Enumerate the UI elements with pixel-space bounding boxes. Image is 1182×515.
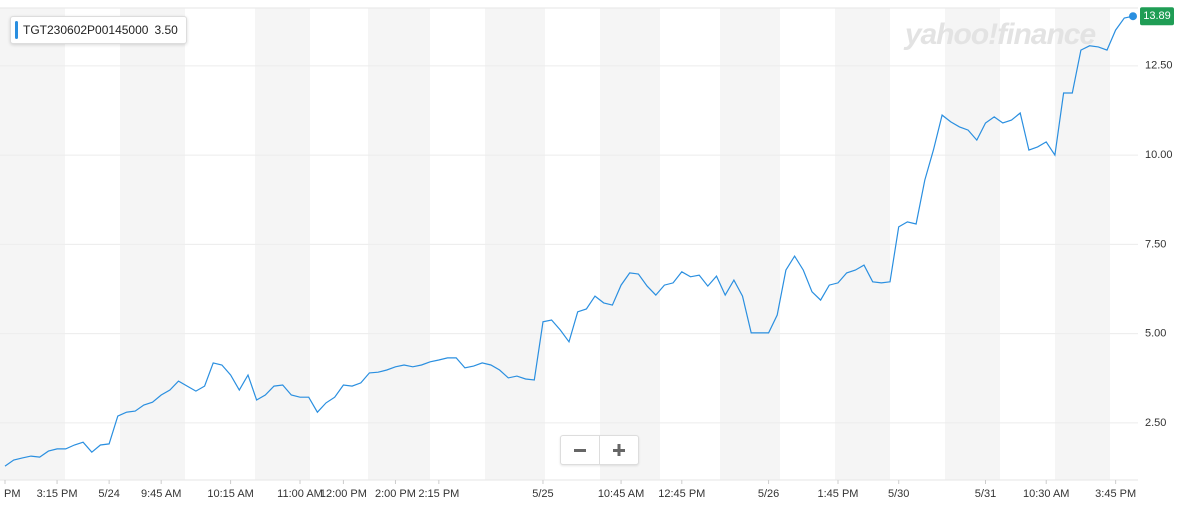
price-line [4,15,1134,467]
x-tick-label: 2:15 PM [418,488,459,500]
x-tick-label: 12:00 PM [320,488,367,500]
zoom-controls [560,435,639,465]
x-tick-label: 5/24 [98,488,119,500]
legend-value: 3.50 [154,23,178,37]
legend[interactable]: TGT230602P00145000 3.50 [10,16,187,44]
x-tick-label: 5/25 [532,488,553,500]
y-tick-label: 10.00 [1145,149,1173,161]
last-price-label: 13.89 [1143,10,1171,22]
x-tick-label: 10:30 AM [1023,488,1069,500]
y-tick-label: 12.50 [1145,60,1173,72]
last-price-tag [1140,7,1174,26]
x-tick-label: 9:45 AM [141,488,181,500]
legend-swatch [15,21,18,39]
x-tick-label: 11:00 AM [277,488,323,500]
y-tick-label: 7.50 [1145,238,1166,250]
last-point [1129,12,1137,21]
x-tick-label: 5/31 [975,488,996,500]
x-tick-label: 3:15 PM [37,488,78,500]
y-tick-label: 5.00 [1145,328,1166,340]
x-tick-label: 12:45 PM [658,488,705,500]
y-tick-label: 2.50 [1145,417,1166,429]
x-tick-label: 5/26 [758,488,779,500]
x-tick-label: PM [4,488,21,500]
x-tick-label: 2:00 PM [375,488,416,500]
zoom-out-button[interactable] [561,436,599,464]
x-tick-label: 5/30 [888,488,909,500]
x-tick-label: 10:15 AM [207,488,253,500]
minus-icon [574,449,586,452]
legend-label: TGT230602P00145000 [23,23,149,37]
zoom-in-button[interactable] [599,436,638,464]
plus-icon [613,444,625,456]
x-tick-label: 3:45 PM [1095,488,1136,500]
watermark: yahoo!finance [903,18,1096,51]
x-tick-label: 1:45 PM [818,488,859,500]
x-tick-label: 10:45 AM [598,488,644,500]
